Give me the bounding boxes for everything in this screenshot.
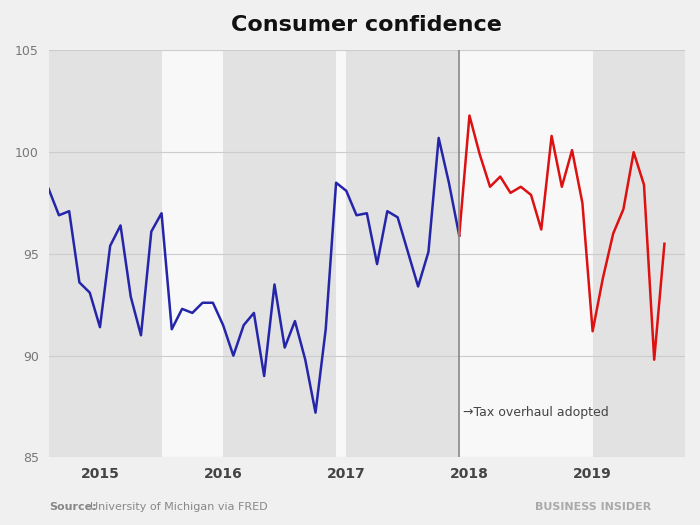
Text: →Tax overhaul adopted: →Tax overhaul adopted — [463, 406, 609, 419]
Bar — [223, 50, 336, 457]
Bar — [162, 50, 223, 457]
Bar — [593, 50, 685, 457]
Text: Source:: Source: — [49, 502, 97, 512]
Text: University of Michigan via FRED: University of Michigan via FRED — [90, 502, 267, 512]
Bar — [459, 50, 593, 457]
Bar — [48, 50, 162, 457]
Title: Consumer confidence: Consumer confidence — [232, 15, 502, 35]
Bar — [346, 50, 459, 457]
Bar — [336, 50, 346, 457]
Text: BUSINESS INSIDER: BUSINESS INSIDER — [535, 502, 651, 512]
